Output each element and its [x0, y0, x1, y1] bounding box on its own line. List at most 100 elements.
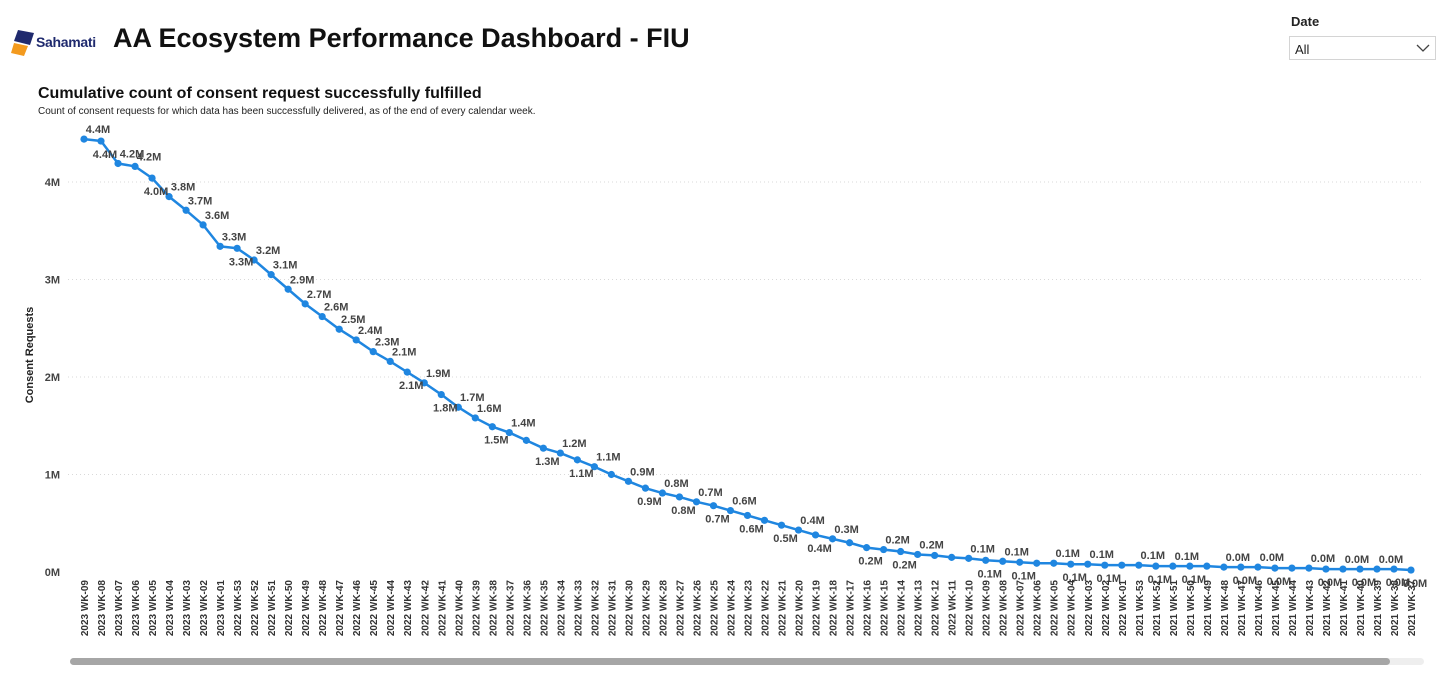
sahamati-logo: Sahamati	[10, 27, 104, 57]
data-point	[1356, 565, 1364, 573]
data-label: 0.1M	[977, 568, 1001, 580]
data-label: 1.9M	[426, 368, 450, 380]
x-tick-label: 2021 WK-47	[1237, 580, 1248, 637]
data-point	[165, 193, 173, 201]
x-tick-label: 2022 WK-38	[488, 580, 499, 637]
x-tick-label: 2022 WK-13	[914, 580, 925, 637]
data-point	[743, 511, 752, 520]
data-label: 4.0M	[144, 186, 168, 198]
data-label: 0.4M	[807, 543, 831, 555]
data-point	[1050, 559, 1058, 567]
x-tick-label: 2021 WK-49	[1203, 580, 1214, 637]
data-label: 0.0M	[1311, 553, 1335, 565]
x-tick-label: 2021 WK-43	[1305, 580, 1316, 637]
data-label: 0.7M	[705, 514, 729, 526]
data-label: 4.2M	[120, 148, 144, 160]
data-label: 2.7M	[307, 289, 331, 301]
data-point	[437, 390, 445, 399]
data-point	[948, 553, 956, 561]
x-tick-label: 2021 WK-53	[1135, 580, 1146, 637]
x-tick-label: 2022 WK-41	[437, 580, 448, 637]
data-point	[1407, 566, 1415, 574]
data-label: 1.5M	[484, 435, 508, 447]
data-point	[454, 403, 462, 411]
x-tick-label: 2021 WK-37	[1407, 580, 1418, 637]
x-tick-label: 2022 WK-07	[1016, 580, 1027, 637]
x-tick-label: 2022 WK-23	[744, 580, 755, 637]
x-tick-label: 2022 WK-03	[1084, 580, 1095, 637]
x-tick-label: 2021 WK-40	[1356, 580, 1367, 637]
logo-text: Sahamati	[36, 34, 96, 50]
x-tick-label: 2022 WK-02	[1101, 580, 1112, 637]
date-filter-value: All	[1295, 42, 1310, 57]
data-point	[777, 521, 786, 529]
data-label: 0.0M	[1403, 578, 1427, 590]
x-tick-label: 2023 WK-05	[148, 580, 159, 637]
chevron-down-icon	[1416, 44, 1430, 52]
data-label: 0.1M	[1148, 574, 1172, 586]
data-point	[1169, 562, 1177, 570]
x-tick-label: 2022 WK-44	[386, 580, 397, 637]
horizontal-scrollbar[interactable]	[70, 658, 1424, 665]
x-tick-label: 2022 WK-10	[965, 580, 976, 637]
data-point	[1118, 561, 1126, 569]
chart-title: Cumulative count of consent request succ…	[38, 85, 482, 102]
data-point	[301, 300, 309, 308]
data-point	[335, 325, 343, 333]
data-label: 0.1M	[1055, 548, 1079, 560]
data-point	[999, 557, 1007, 565]
x-tick-label: 2022 WK-06	[1033, 580, 1044, 637]
data-point	[607, 470, 615, 479]
x-tick-label: 2023 WK-07	[114, 580, 125, 637]
x-tick-label: 2021 WK-46	[1254, 580, 1265, 637]
x-tick-label: 2022 WK-16	[863, 580, 874, 637]
data-point	[624, 477, 633, 485]
data-label: 0.2M	[919, 539, 943, 551]
data-label: 0.1M	[1004, 546, 1028, 558]
data-point	[641, 484, 650, 492]
x-tick-label: 2022 WK-47	[335, 580, 346, 637]
x-tick-label: 2022 WK-42	[420, 580, 431, 637]
x-tick-label: 2022 WK-37	[505, 580, 516, 637]
x-tick-label: 2022 WK-45	[369, 580, 380, 637]
x-tick-label: 2022 WK-26	[692, 580, 703, 637]
data-point	[1186, 562, 1194, 570]
x-tick-label: 2022 WK-24	[726, 580, 737, 637]
data-point	[369, 348, 377, 356]
date-filter-label: Date	[1291, 14, 1320, 29]
data-point	[726, 506, 735, 515]
data-point	[1237, 563, 1245, 571]
data-point	[573, 456, 581, 464]
scrollbar-thumb[interactable]	[70, 658, 1390, 665]
data-label: 3.8M	[171, 182, 195, 194]
x-tick-label: 2021 WK-42	[1322, 580, 1333, 637]
data-point	[709, 502, 718, 510]
data-label: 0.0M	[1226, 552, 1250, 564]
x-tick-label: 2022 WK-53	[233, 580, 244, 637]
data-label: 0.6M	[739, 523, 763, 535]
data-point	[182, 206, 190, 214]
x-tick-label: 2022 WK-43	[403, 580, 414, 637]
data-label: 1.4M	[511, 418, 535, 430]
data-point	[862, 544, 871, 552]
x-tick-label: 2022 WK-48	[318, 580, 329, 637]
x-tick-label: 2022 WK-25	[709, 580, 720, 637]
x-tick-label: 2021 WK-50	[1186, 580, 1197, 637]
x-tick-label: 2022 WK-22	[761, 580, 772, 637]
data-point	[1135, 561, 1143, 569]
data-label: 2.5M	[341, 314, 365, 326]
data-label: 0.9M	[637, 496, 661, 508]
data-label: 0.6M	[732, 496, 756, 508]
data-label: 4.4M	[86, 124, 110, 136]
data-label: 2.3M	[375, 337, 399, 349]
data-label: 0.5M	[773, 533, 797, 545]
data-point	[590, 463, 598, 471]
data-label: 0.1M	[1097, 573, 1121, 585]
x-tick-label: 2022 WK-18	[829, 580, 840, 637]
date-filter-dropdown[interactable]: All	[1289, 36, 1436, 60]
x-tick-label: 2022 WK-31	[607, 580, 618, 637]
data-label: 3.1M	[273, 260, 297, 272]
data-point	[556, 449, 564, 457]
x-tick-label: 2022 WK-52	[250, 580, 261, 637]
data-point	[199, 221, 207, 229]
